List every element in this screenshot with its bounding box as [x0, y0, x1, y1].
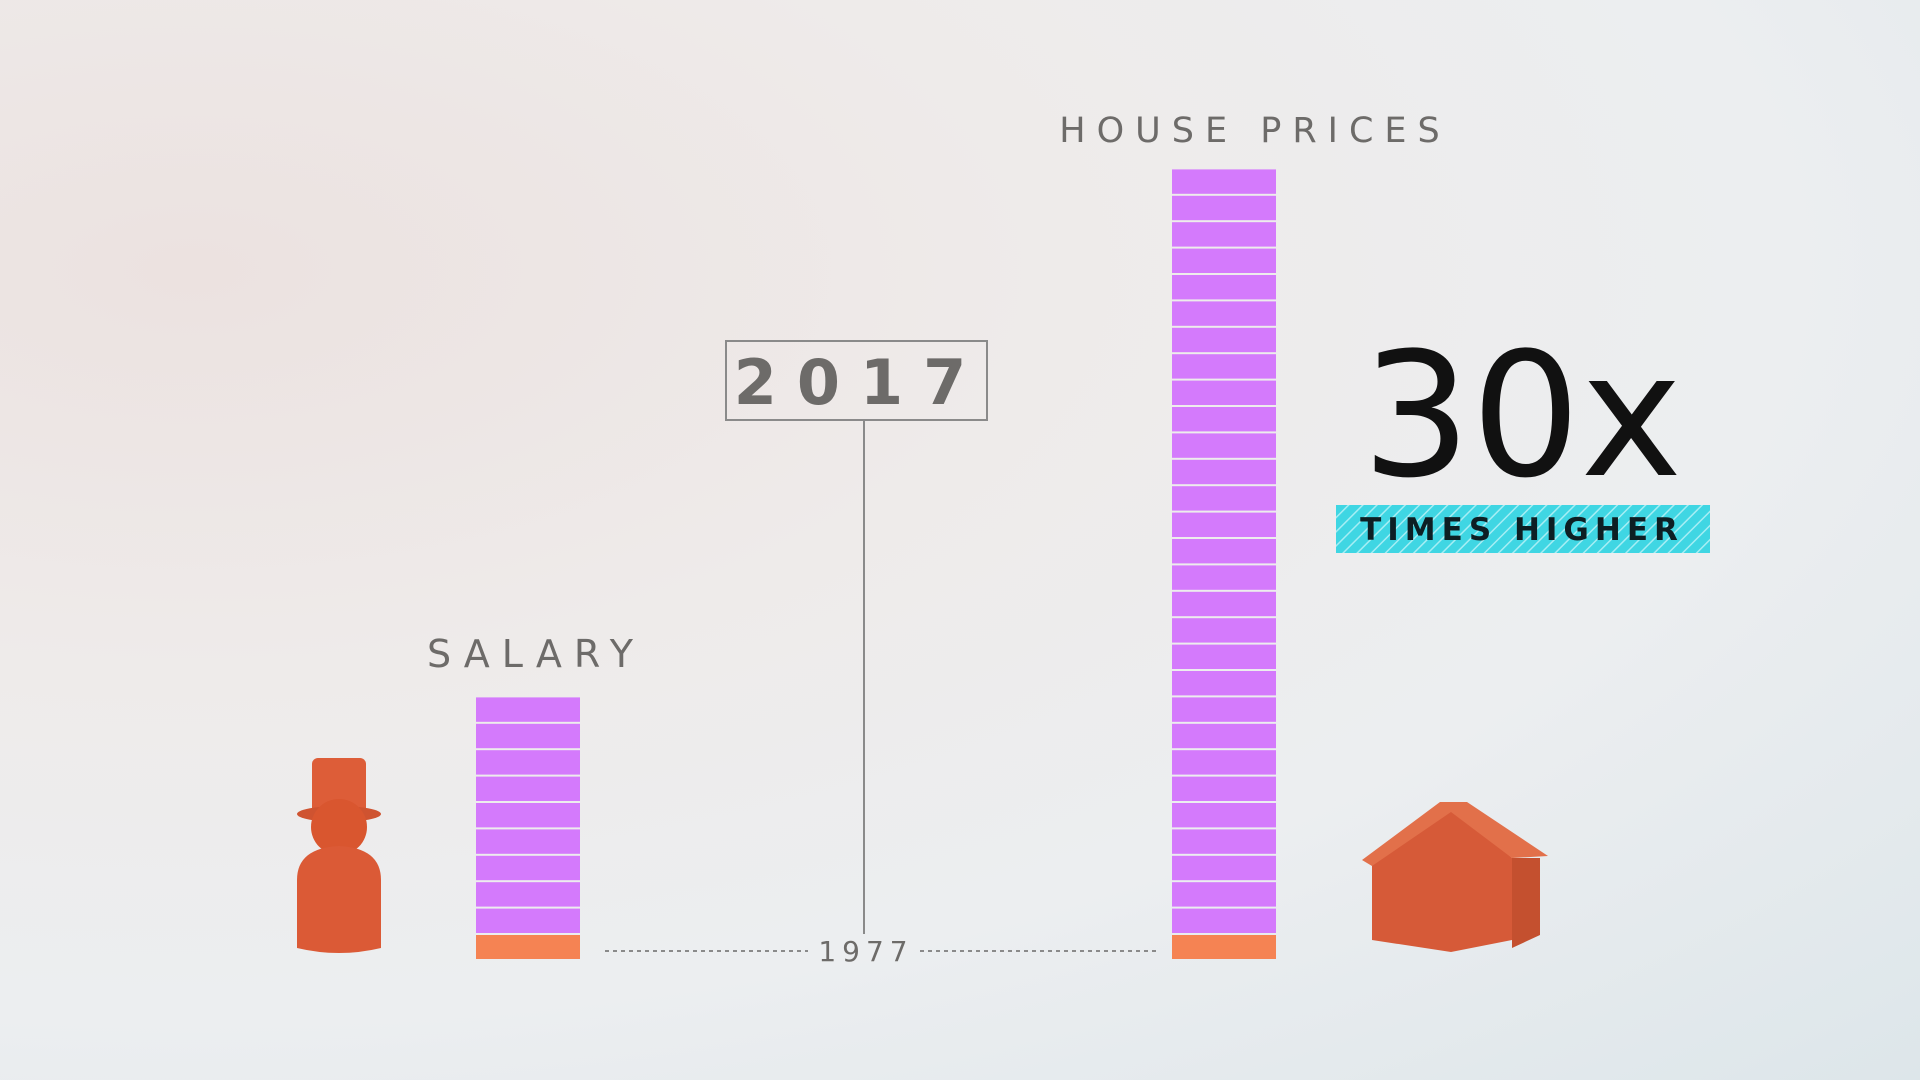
bar-segment-house-prices [1172, 803, 1276, 828]
person-top-hat-icon [297, 758, 381, 953]
bar-segment-house-prices [1172, 486, 1276, 511]
bar-segment-house-prices [1172, 459, 1276, 485]
bar-segment-salary [476, 803, 580, 828]
baseline-year-label: 1977 [818, 935, 913, 968]
bar-segment-house-prices [1172, 327, 1276, 353]
bar-segment-house-prices [1172, 248, 1276, 273]
category-label-house-prices: HOUSE PRICES [1059, 111, 1450, 151]
bar-segment-house-prices [1172, 195, 1276, 221]
bar-segment-salary [476, 908, 580, 933]
bar-segment-salary [476, 855, 580, 881]
bar-segment-house-prices [1172, 723, 1276, 749]
bar-segment-house-prices [1172, 169, 1276, 194]
bar-segment-salary [476, 697, 580, 722]
year-label: 2017 [734, 346, 987, 419]
bar-baseline-segment-house-prices [1172, 935, 1276, 959]
bar-segment-house-prices [1172, 882, 1276, 907]
bar-segment-house-prices [1172, 776, 1276, 801]
bar-baseline-segment-salary [476, 935, 580, 959]
bar-segment-house-prices [1172, 275, 1276, 300]
bar-segment-house-prices [1172, 354, 1276, 379]
multiplier-caption: TIMES HIGHER [1360, 512, 1684, 548]
house-icon [1362, 802, 1548, 952]
year-box [725, 340, 988, 421]
bar-segment-salary [476, 723, 580, 749]
bar-segment-house-prices [1172, 565, 1276, 590]
bars [476, 169, 1276, 959]
multiplier-badge [1336, 505, 1710, 553]
bar-segment-house-prices [1172, 829, 1276, 854]
bar-segment-house-prices [1172, 644, 1276, 669]
bar-segment-house-prices [1172, 301, 1276, 326]
bar-segment-salary [476, 750, 580, 775]
bar-segment-salary [476, 829, 580, 854]
category-label-salary: SALARY [427, 632, 645, 676]
bar-segment-house-prices [1172, 618, 1276, 643]
bar-segment-salary [476, 882, 580, 907]
bar-segment-house-prices [1172, 222, 1276, 247]
bar-segment-house-prices [1172, 855, 1276, 881]
bar-segment-house-prices [1172, 380, 1276, 405]
multiplier-text: 30x [1362, 315, 1683, 516]
bar-segment-house-prices [1172, 750, 1276, 775]
bar-segment-house-prices [1172, 539, 1276, 564]
bar-segment-house-prices [1172, 433, 1276, 458]
bar-segment-house-prices [1172, 671, 1276, 696]
bar-segment-salary [476, 776, 580, 801]
bar-segment-house-prices [1172, 591, 1276, 617]
bar-segment-house-prices [1172, 908, 1276, 933]
bar-segment-house-prices [1172, 697, 1276, 722]
bar-segment-house-prices [1172, 407, 1276, 432]
bar-segment-house-prices [1172, 512, 1276, 537]
